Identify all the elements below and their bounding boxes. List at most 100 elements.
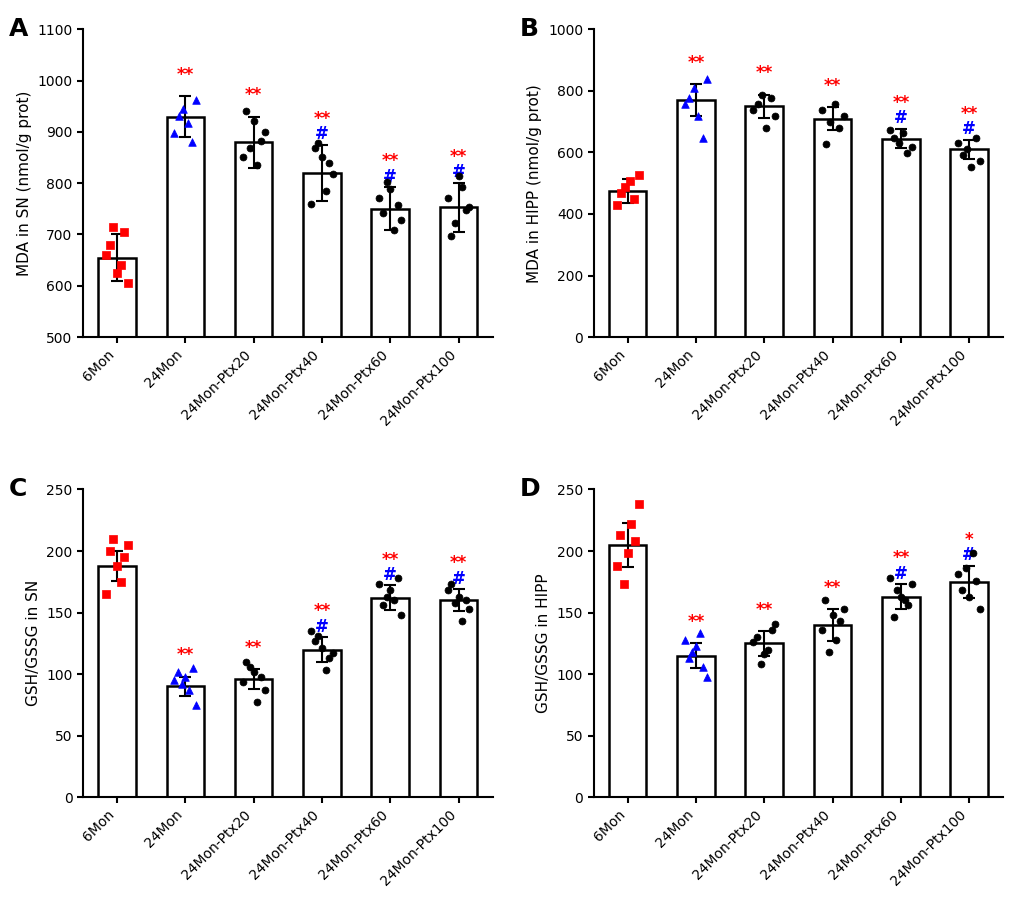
Point	[116, 224, 132, 239]
Point	[835, 109, 851, 123]
Point	[371, 190, 387, 205]
Point	[98, 586, 114, 601]
Point	[962, 160, 978, 175]
Text: #: #	[893, 565, 907, 583]
Point	[689, 109, 705, 123]
Point	[105, 531, 121, 546]
Point	[766, 109, 783, 123]
Point	[903, 577, 919, 592]
Point	[698, 670, 714, 684]
Point	[112, 258, 128, 272]
Text: **: **	[176, 66, 194, 83]
Point	[187, 93, 204, 108]
Point	[894, 126, 910, 140]
Text: #: #	[961, 547, 975, 564]
Point	[303, 196, 319, 211]
Point	[187, 698, 204, 712]
Point	[825, 97, 842, 111]
Text: #: #	[315, 125, 328, 143]
Point	[630, 167, 646, 182]
Point	[762, 623, 779, 637]
Point	[179, 116, 196, 130]
Point	[98, 248, 114, 262]
Point	[967, 574, 983, 588]
Point	[622, 174, 638, 188]
Text: **: **	[449, 554, 467, 572]
Point	[109, 558, 125, 573]
Point	[392, 213, 409, 227]
Point	[971, 602, 987, 616]
Point	[749, 97, 765, 111]
Text: **: **	[892, 94, 909, 112]
Point	[450, 589, 467, 604]
Point	[755, 647, 771, 662]
Text: #: #	[383, 566, 396, 584]
Point	[896, 593, 912, 607]
Y-axis label: GSH/GSSG in SN: GSH/GSSG in SN	[25, 580, 41, 707]
Bar	[303, 650, 340, 797]
Point	[953, 583, 969, 597]
Point	[166, 673, 182, 688]
Point	[450, 168, 467, 183]
Point	[967, 130, 983, 145]
Point	[442, 228, 459, 243]
Point	[242, 660, 258, 674]
Bar	[371, 209, 409, 594]
Text: **: **	[960, 105, 977, 122]
Text: **: **	[755, 601, 772, 619]
Bar	[234, 142, 272, 594]
Point	[821, 115, 838, 129]
Point	[385, 593, 401, 607]
Point	[886, 130, 902, 145]
Bar	[234, 679, 272, 797]
Point	[242, 141, 258, 156]
Bar	[745, 643, 783, 797]
Point	[899, 146, 915, 160]
Point	[256, 125, 272, 139]
Point	[830, 121, 847, 136]
Bar	[677, 100, 714, 337]
Point	[238, 654, 255, 669]
Point	[612, 186, 629, 200]
Point	[680, 651, 696, 665]
Point	[762, 90, 779, 105]
Point	[684, 644, 700, 659]
Point	[321, 651, 337, 665]
Point	[439, 583, 455, 597]
Bar	[950, 149, 987, 337]
Point	[681, 90, 697, 105]
Point	[371, 577, 387, 592]
Text: #: #	[961, 120, 975, 138]
Point	[119, 538, 136, 552]
Point	[884, 610, 901, 624]
Point	[310, 136, 326, 150]
Point	[817, 137, 834, 151]
Point	[960, 589, 976, 604]
Point	[116, 550, 132, 565]
Bar	[166, 686, 204, 797]
Point	[246, 113, 262, 128]
Point	[698, 71, 714, 86]
Point	[971, 154, 987, 168]
Point	[958, 141, 974, 156]
Point	[249, 158, 265, 173]
Bar	[881, 596, 919, 797]
Point	[109, 266, 125, 281]
Point	[439, 190, 455, 205]
Point	[238, 104, 255, 119]
Text: **: **	[687, 613, 704, 631]
Text: A: A	[9, 17, 29, 41]
Point	[253, 670, 269, 684]
Point	[964, 547, 980, 561]
Text: **: **	[381, 550, 398, 568]
Bar	[950, 582, 987, 797]
Text: **: **	[313, 110, 330, 128]
Bar	[813, 624, 851, 797]
Point	[461, 602, 477, 616]
Point	[184, 661, 201, 675]
Text: **: **	[755, 64, 772, 82]
Text: **: **	[381, 152, 398, 170]
Point	[745, 635, 761, 650]
Bar	[608, 545, 646, 797]
Bar	[371, 598, 409, 797]
